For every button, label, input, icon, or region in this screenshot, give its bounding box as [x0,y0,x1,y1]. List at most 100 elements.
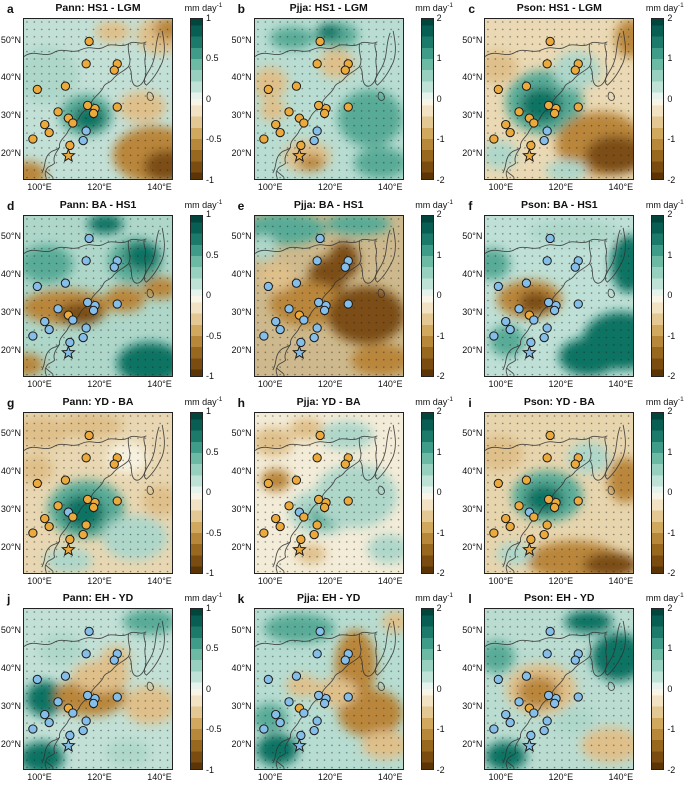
x-axis-tick-label: 120°E [317,378,343,389]
proxy-site-marker [88,502,99,512]
proxy-site-marker [53,303,63,314]
map-plot-area [23,214,173,377]
y-axis-tick-label: 40°N [231,662,252,673]
star-site-marker [61,738,76,753]
x-axis-tick-label: 100°E [488,182,514,192]
colorbar-tick-label: -1 [667,330,676,341]
colorbar-tick-label: 0 [206,93,212,104]
y-axis-tick-label: 30°N [0,503,21,514]
proxy-site-marker [529,511,539,522]
colorbar-tick-label: -1 [436,527,445,538]
coastline [377,681,385,692]
proxy-site-marker [263,478,273,488]
colorbar-unit-text: mm day [184,593,217,604]
coastline [275,43,362,179]
proxy-site-marker [319,699,329,709]
proxy-site-marker [40,316,50,326]
x-axis-tick-label: 120°E [548,378,574,389]
panel-title: Pjja: EH - YD [296,592,361,605]
x-axis-tick-label: 140°E [147,772,172,783]
star-site-marker [291,344,307,359]
proxy-site-marker [263,84,273,95]
y-axis-tick-label: 40°N [231,269,252,280]
colorbar-gradient [190,18,203,180]
anomaly-map [24,412,172,573]
panel-letter: e [237,198,245,213]
x-axis-tick-label: 120°E [87,182,112,192]
colorbar-tick-label: -2 [436,764,445,775]
proxy-site-marker [526,534,536,544]
map-panel: a Pann: HS1 - LGM mm day-1 50°N 40°N 30°N 2… [0,0,231,197]
proxy-site-marker [65,337,75,347]
proxy-site-marker [319,108,329,119]
panel-title: Pjja: BA - HS1 [293,198,364,211]
proxy-site-marker [270,513,281,523]
map-panel: f Pson: BA - HS1 mm day-1 50°N 40°N 30°N 20… [461,197,692,394]
colorbar-tick-label: 1 [206,209,212,220]
colorbar-gradient [420,411,434,574]
coastline [143,30,165,86]
y-axis-tick-label: 40°N [231,465,252,476]
coastline [502,737,522,770]
proxy-site-marker [81,126,91,136]
colorbar-unit-exponent: -1 [447,2,454,9]
map-panel: d Pann: BA - HS1 mm day-1 50°N 40°N 30°N 20… [0,197,231,394]
star-site-marker [522,344,538,359]
proxy-site-marker [315,627,325,637]
panel-letter: h [237,395,245,410]
panel-title: Pann: BA - HS1 [59,198,137,211]
colorbar-unit-text: mm day [645,593,678,604]
proxy-site-marker [298,315,309,325]
coastline [44,240,131,376]
proxy-site-marker [526,140,536,151]
coastline [377,485,385,495]
proxy-site-marker [340,655,350,666]
coastline [506,43,592,179]
y-axis-tick-label: 20°N [462,148,483,159]
proxy-site-marker [570,262,581,272]
coastline [24,238,147,254]
y-axis-tick-label: 40°N [462,465,483,476]
proxy-site-marker [522,475,532,485]
y-axis-tick-label: 40°N [462,662,483,673]
x-axis-tick-label: 140°E [377,772,403,783]
proxy-site-marker [81,255,91,266]
y-axis-tick-label: 20°N [0,541,21,552]
map-panel: b Pjja: HS1 - LGM mm day-1 50°N 40°N 30°N 2… [231,0,462,197]
panel-title: Pson: YD - BA [523,395,595,408]
significance-stippling [254,609,403,770]
proxy-site-marker [309,726,319,736]
proxy-site-marker [343,102,353,112]
star-site-marker [522,541,538,556]
proxy-site-marker [315,233,325,243]
proxy-site-marker [53,107,63,117]
coastline [485,238,608,254]
proxy-site-marker [493,281,504,291]
coastline [272,343,291,376]
y-axis-tick-label: 40°N [0,269,21,280]
x-axis-tick-label: 120°E [87,378,112,389]
y-axis-tick-label: 30°N [231,110,252,121]
star-site-marker [61,147,76,163]
colorbar-tick-label: 1 [667,446,673,457]
x-axis-tick-label: 100°E [257,575,283,586]
star-site-marker [291,541,307,556]
map-plot-area [253,411,404,574]
coastline [41,737,60,770]
anomaly-map [254,609,403,770]
proxy-site-marker [258,724,269,734]
x-axis-tick-label: 140°E [147,575,172,586]
coastline [254,631,378,648]
colorbar-tick-label: 0 [436,290,442,301]
colorbar-tick-label: 1 [436,643,442,654]
coastline [374,30,396,86]
colorbar-tick-label: 1 [206,12,212,23]
panel-title: Pson: HS1 - LGM [516,2,602,14]
proxy-site-marker [542,649,553,659]
coastline [374,621,396,676]
coastline [24,434,147,451]
proxy-site-marker [32,84,42,95]
proxy-site-marker [65,140,75,151]
map-plot-area [253,608,404,771]
colorbar-tick-label: -2 [667,568,676,578]
